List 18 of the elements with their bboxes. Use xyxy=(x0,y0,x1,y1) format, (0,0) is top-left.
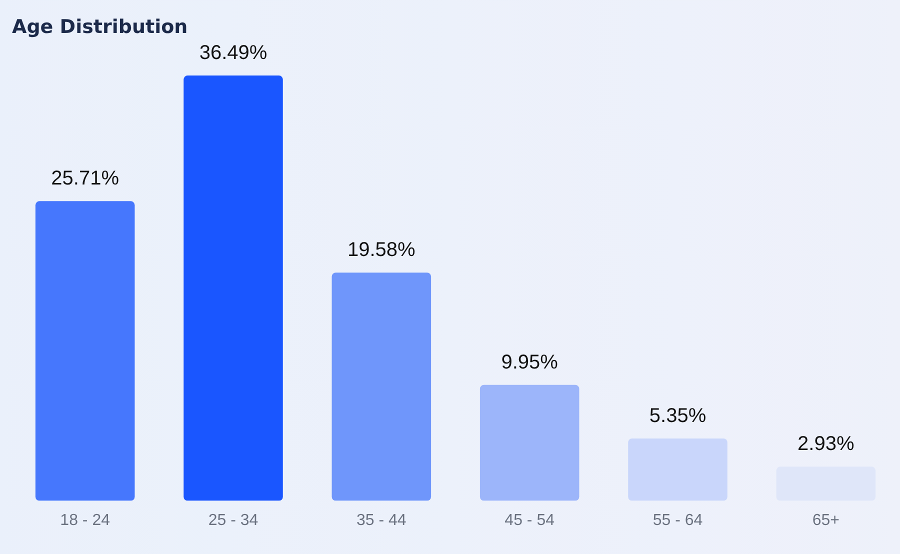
bar xyxy=(480,384,580,501)
data-label: 2.93% xyxy=(798,433,854,456)
data-label: 5.35% xyxy=(649,404,706,427)
x-tick-label: 45 - 54 xyxy=(504,512,555,529)
x-tick-label: 55 - 64 xyxy=(652,512,703,529)
x-tick-label: 25 - 34 xyxy=(208,512,258,529)
x-tick-label: 35 - 44 xyxy=(356,512,406,529)
data-label: 19.58% xyxy=(347,239,416,262)
bar xyxy=(628,438,728,501)
x-tick-label: 65+ xyxy=(812,512,840,529)
x-tick-label: 18 - 24 xyxy=(60,512,110,529)
data-label: 36.49% xyxy=(199,42,268,64)
bar xyxy=(184,76,283,501)
chart-title: Age Distribution xyxy=(12,16,188,38)
data-label: 9.95% xyxy=(501,351,558,374)
bar xyxy=(332,272,432,501)
data-label: 25.71% xyxy=(51,168,120,190)
bar xyxy=(35,201,135,501)
